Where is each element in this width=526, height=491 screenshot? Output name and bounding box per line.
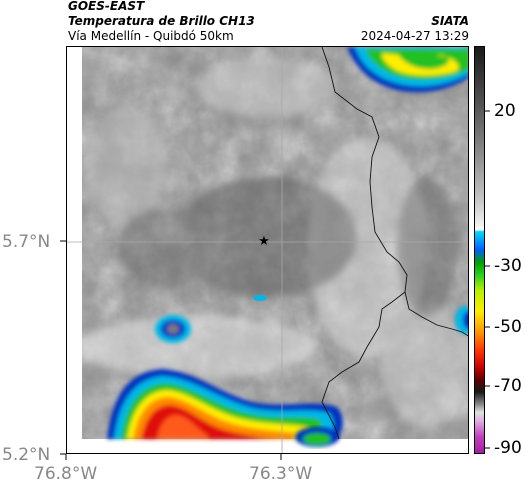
product-title: Temperatura de Brillo CH13	[68, 14, 255, 28]
lon-tick-label: 76.3°W	[249, 464, 313, 484]
lat-tick-label: 5.2°N	[2, 445, 51, 465]
region-subtitle: Vía Medellín - Quibdó 50km	[68, 29, 234, 43]
cold-cloud-southwest	[107, 369, 343, 439]
colorbar-label: -30	[494, 256, 522, 276]
colorbar-label: -70	[494, 376, 522, 396]
cold-cell-center	[253, 295, 267, 301]
cloud-imagery	[77, 47, 468, 439]
colorbar-label: -90	[494, 438, 522, 458]
border-line-east	[404, 291, 468, 337]
lon-tick-label: 76.8°W	[34, 464, 98, 484]
source-label: SIATA	[431, 14, 469, 28]
cold-cloud-east-edge	[455, 306, 468, 334]
colorbar-label: 20	[494, 101, 516, 121]
border-line	[321, 47, 408, 440]
graticule	[67, 47, 468, 453]
cold-cell-west	[155, 315, 191, 343]
timestamp: 2024-04-27 13:29	[360, 29, 469, 43]
cold-cloud-south-center	[295, 427, 339, 447]
cold-cloud-northeast	[347, 47, 468, 93]
satellite-map: ★	[66, 46, 469, 454]
map-image: ★	[67, 47, 468, 453]
star-marker: ★	[258, 234, 270, 249]
satellite-name: GOES-EAST	[68, 0, 145, 13]
colorbar-label: -50	[494, 317, 522, 337]
lat-tick-label: 5.7°N	[2, 232, 51, 252]
colorbar	[474, 46, 485, 454]
